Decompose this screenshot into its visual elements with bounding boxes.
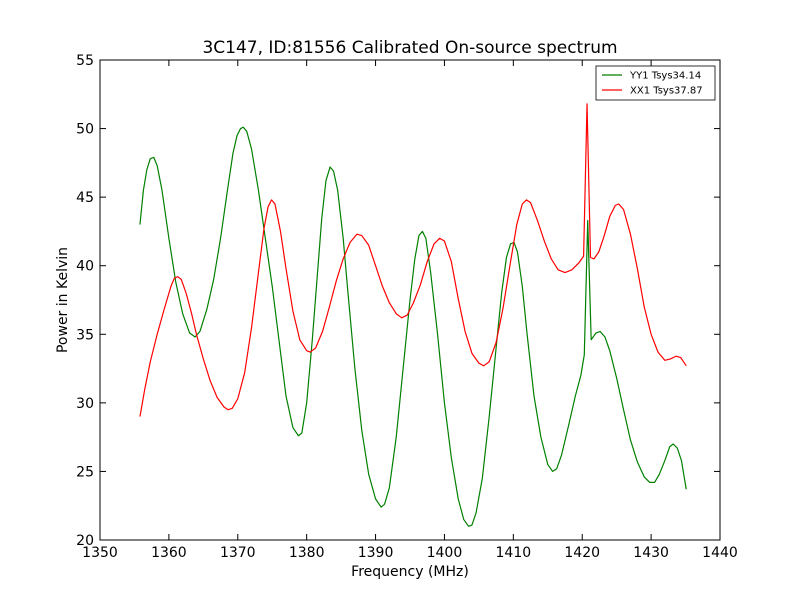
legend-label-2: XX1 Tsys37.87 — [630, 86, 703, 97]
x-tick-label: 1360 — [151, 545, 187, 561]
x-tick-label: 1410 — [496, 545, 532, 561]
legend: YY1 Tsys34.14 XX1 Tsys37.87 — [595, 65, 716, 101]
x-axis-label: Frequency (MHz) — [351, 564, 469, 580]
x-tick-label: 1350 — [82, 545, 118, 561]
y-axis: 20 25 30 35 40 45 50 55 — [76, 53, 720, 549]
x-axis: 1350 1360 1370 1380 1390 1400 1410 1420 1430 1440 — [82, 60, 738, 561]
x-tick-label: 1400 — [427, 545, 463, 561]
y-tick-label: 45 — [76, 190, 94, 206]
chart-title: 3C147, ID:81556 Calibrated On-source spe… — [202, 38, 617, 58]
y-tick-label: 20 — [76, 533, 94, 549]
x-tick-label: 1390 — [358, 545, 394, 561]
y-tick-label: 55 — [76, 53, 94, 69]
y-tick-label: 30 — [76, 396, 94, 412]
x-tick-label: 1430 — [633, 545, 669, 561]
y-axis-label: Power in Kelvin — [55, 247, 71, 353]
plot-area — [99, 59, 721, 541]
y-tick-label: 50 — [76, 122, 94, 138]
legend-box — [595, 65, 716, 101]
series-layer — [139, 103, 687, 527]
series-line-2 — [139, 103, 687, 417]
series-line-1 — [139, 126, 687, 527]
x-tick-label: 1420 — [564, 545, 600, 561]
legend-items: YY1 Tsys34.14 XX1 Tsys37.87 — [602, 71, 703, 97]
plot-frame — [99, 59, 721, 541]
y-tick-label: 25 — [76, 464, 94, 480]
x-tick-label: 1440 — [702, 545, 738, 561]
x-tick-label: 1380 — [289, 545, 325, 561]
legend-label-1: YY1 Tsys34.14 — [629, 71, 701, 82]
x-tick-label: 1370 — [220, 545, 256, 561]
y-tick-label: 35 — [76, 327, 94, 343]
y-tick-label: 40 — [76, 259, 94, 275]
